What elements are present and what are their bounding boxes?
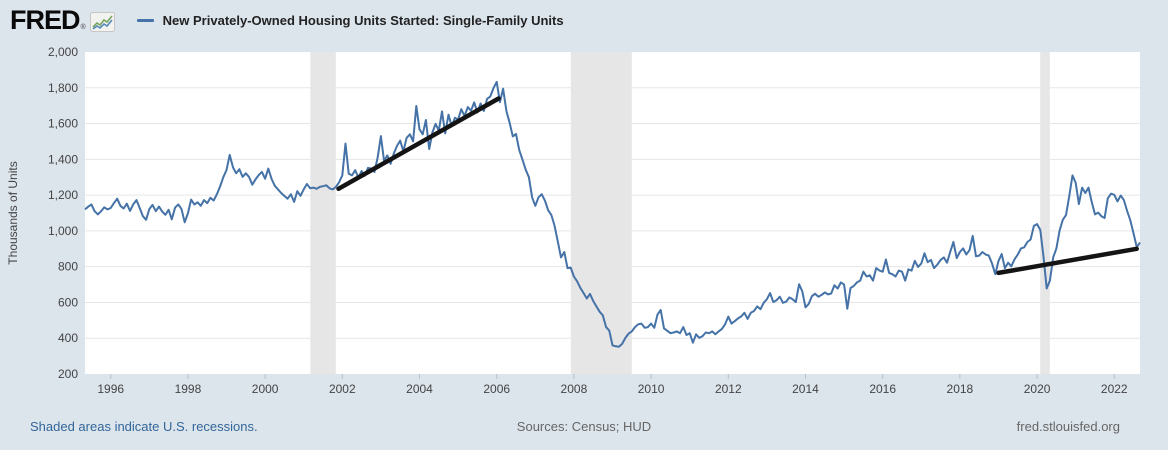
fred-watermark-link[interactable]: fred.stlouisfed.org (1016, 419, 1120, 434)
fred-logo[interactable]: FRED ® (10, 5, 115, 35)
fred-logo-text: FRED (10, 5, 80, 35)
y-axis-label: Thousands of Units (6, 161, 20, 264)
y-tick-label: 800 (58, 260, 78, 274)
fred-logo-chart-icon (89, 12, 115, 32)
legend-line-swatch (136, 18, 154, 22)
footer: Shaded areas indicate U.S. recessions. S… (0, 419, 1168, 437)
x-tick-label: 2004 (406, 382, 433, 396)
y-tick-label: 200 (58, 367, 78, 381)
x-tick-label: 2008 (561, 382, 588, 396)
x-tick-label: 2018 (947, 382, 974, 396)
y-tick-label: 1,200 (48, 188, 78, 202)
x-tick-label: 2010 (638, 382, 665, 396)
x-tick-label: 2014 (792, 382, 819, 396)
data-line[interactable] (84, 80, 1141, 348)
y-tick-label: 1,400 (48, 152, 78, 166)
trendline-annotation (996, 246, 1139, 276)
recession-band (310, 52, 336, 374)
x-tick-label: 2016 (869, 382, 896, 396)
registered-trademark: ® (80, 24, 86, 31)
x-tick-label: 2020 (1024, 382, 1051, 396)
recession-band (1040, 52, 1050, 374)
y-tick-label: 2,000 (48, 45, 78, 59)
trendline-annotation (336, 96, 501, 192)
x-tick-label: 1996 (97, 382, 124, 396)
y-tick-label: 400 (58, 331, 78, 345)
sources-text: Sources: Census; HUD (516, 419, 652, 434)
y-tick-label: 1,800 (48, 81, 78, 95)
y-tick-label: 1,000 (48, 224, 78, 238)
recession-note-link[interactable]: Shaded areas indicate U.S. recessions. (30, 419, 258, 434)
x-tick-label: 2000 (252, 382, 279, 396)
x-tick-label: 2002 (329, 382, 356, 396)
x-tick-label: 2012 (715, 382, 742, 396)
x-tick-label: 2022 (1101, 382, 1128, 396)
header: FRED ® New Privately-Owned Housing Units… (0, 0, 1168, 40)
y-tick-label: 1,600 (48, 117, 78, 131)
series-title: New Privately-Owned Housing Units Starte… (162, 12, 564, 28)
series-legend: New Privately-Owned Housing Units Starte… (136, 12, 564, 28)
recession-band (570, 52, 632, 374)
x-tick-label: 1998 (175, 382, 202, 396)
y-tick-label: 600 (58, 295, 78, 309)
x-tick-label: 2006 (483, 382, 510, 396)
